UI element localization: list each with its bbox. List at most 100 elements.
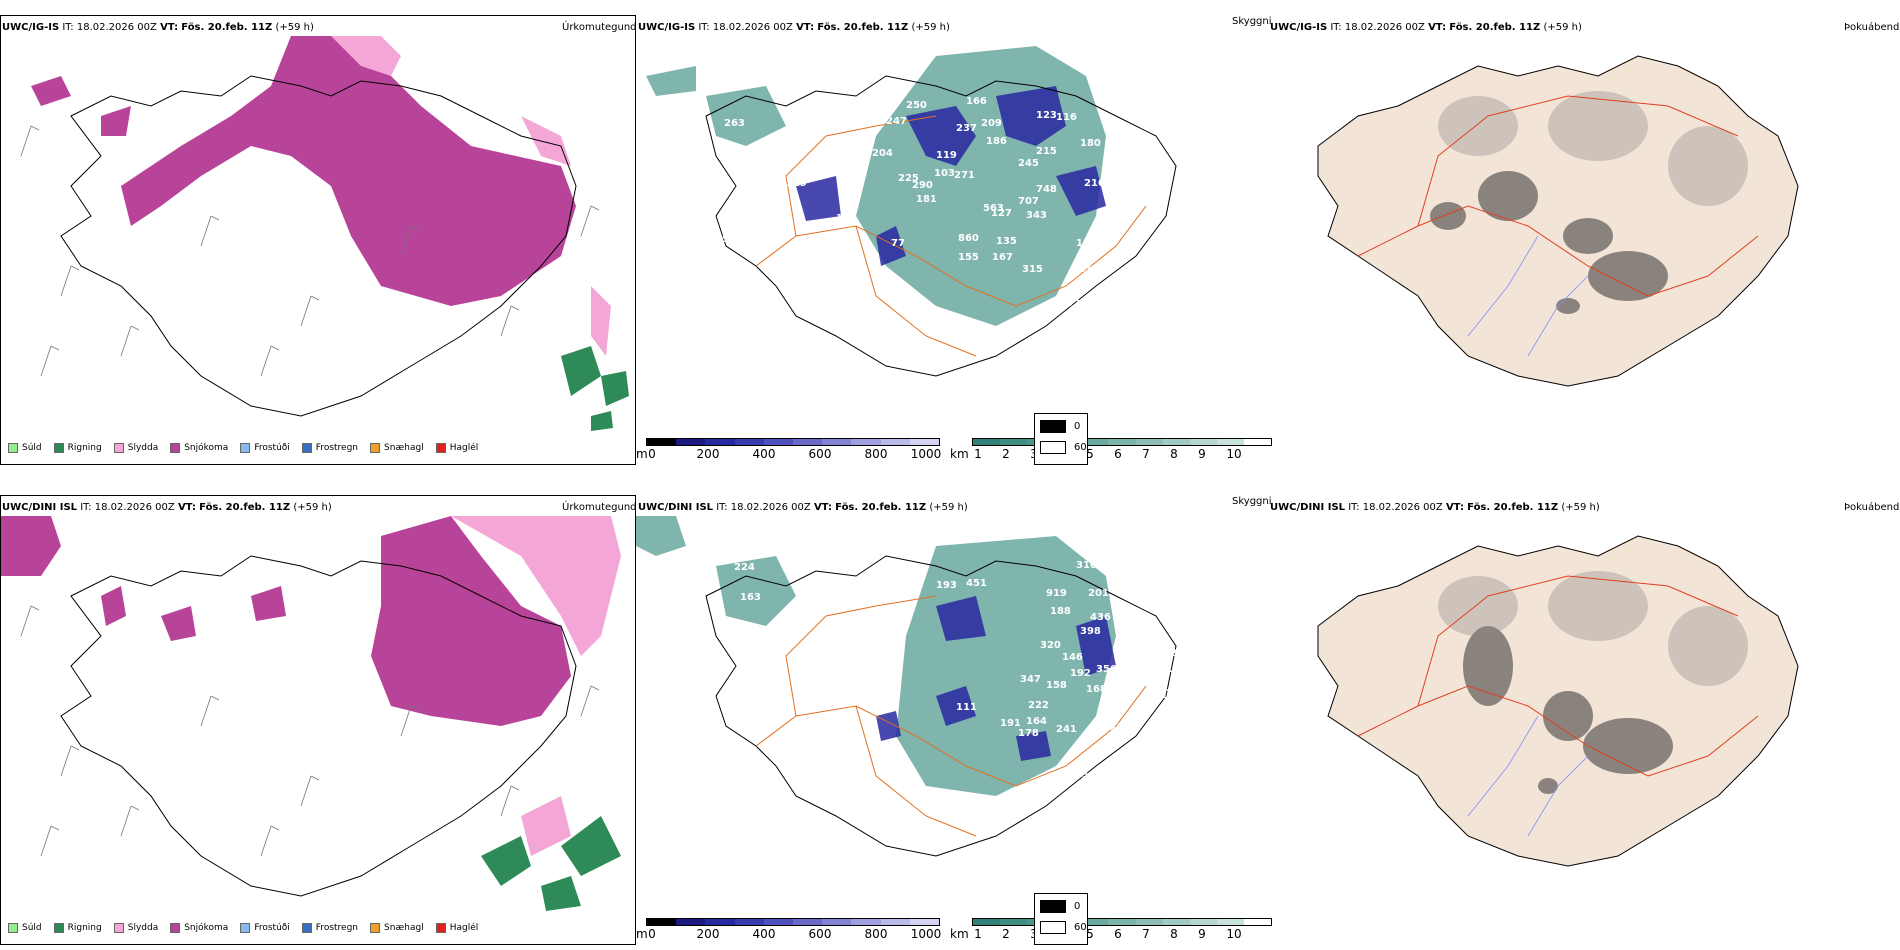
- precip-panel-bottom: UWC/DINI ISL IT: 18.02.2026 00Z VT: Fös.…: [0, 480, 640, 950]
- label-164: 164: [1026, 716, 1047, 727]
- legend-item-snaehagl: Snæhagl: [370, 443, 424, 453]
- panel-title: Þokuábendi: [1844, 502, 1900, 513]
- coastline: [60, 555, 577, 897]
- model-name: UWC/IG-IS: [1270, 22, 1328, 33]
- label-860: 860: [958, 233, 979, 244]
- label-155: 155: [958, 252, 979, 263]
- panel-header: UWC/DINI ISL IT: 18.02.2026 00Z VT: Fös.…: [638, 502, 968, 514]
- cloud-base-tick: 0: [648, 927, 656, 941]
- visibility-cells: [972, 438, 1272, 446]
- label-77: 77: [891, 238, 905, 249]
- legend-swatch: [435, 923, 446, 933]
- visibility-tick: 5: [1086, 927, 1094, 941]
- cloud-base-area: [876, 596, 1116, 761]
- panel-header: UWC/DINI ISL IT: 18.02.2026 00Z VT: Fös.…: [1270, 502, 1600, 514]
- precip-legend: Súld Rigning Slydda Snjókoma Frostúði Fr…: [8, 923, 478, 933]
- label-225: 225: [898, 173, 919, 184]
- panel-title: Skyggni: [1232, 16, 1272, 27]
- label-290: 290: [912, 180, 933, 191]
- road-network: [755, 115, 1147, 357]
- precip-panel-top: UWC/IG-IS IT: 18.02.2026 00Z VT: Fös. 20…: [0, 0, 640, 470]
- label-436: 436: [1090, 612, 1111, 623]
- legend-item-snjokoma: Snjókoma: [170, 923, 228, 933]
- label-186: 186: [986, 136, 1007, 147]
- legend-swatch: [240, 923, 251, 933]
- vt-label: VT:: [160, 22, 179, 33]
- panel-header: UWC/DINI ISL IT: 18.02.2026 00Z VT: Fös.…: [2, 502, 332, 514]
- sleet-area: [451, 516, 621, 856]
- visibility-tick: 9: [1198, 927, 1206, 941]
- cloud-map: 224 163 508 193 451 316 919 201 137 188 …: [636, 516, 1205, 857]
- model-name: UWC/DINI ISL: [1270, 502, 1346, 513]
- label-116: 116: [1056, 112, 1077, 123]
- label-315: 315: [1022, 264, 1043, 275]
- fog-key: 0 60: [1034, 893, 1088, 945]
- label-188: 188: [1050, 606, 1071, 617]
- cloud-base-tick: 1000: [910, 927, 942, 941]
- label-398: 398: [1080, 626, 1101, 637]
- label-347: 347: [1020, 674, 1041, 685]
- label-524: 524: [1066, 298, 1087, 309]
- label-263: 263: [724, 118, 745, 129]
- cloud-base-tick: 800: [864, 447, 888, 461]
- it-value: 18.02.2026 00Z: [94, 502, 175, 513]
- fog-map: [1317, 535, 1799, 867]
- road-network: [1357, 575, 1759, 777]
- label-271: 271: [954, 170, 975, 181]
- label-228: 228: [1170, 648, 1191, 659]
- label-204: 204: [872, 148, 893, 159]
- legend-swatch: [435, 443, 446, 453]
- model-name: UWC/IG-IS: [2, 22, 60, 33]
- label-508: 508: [786, 624, 807, 635]
- panel-title: Skyggni: [1232, 496, 1272, 507]
- label-215: 215: [1036, 146, 1057, 157]
- label-139: 139: [1110, 722, 1131, 733]
- model-name: UWC/IG-IS: [638, 22, 696, 33]
- label-178: 178: [1018, 728, 1039, 739]
- cloud-base-colorbar: m 0 200 400 600 800 1000: [636, 918, 941, 948]
- panel-header: UWC/IG-IS IT: 18.02.2026 00Z VT: Fös. 20…: [1270, 22, 1582, 34]
- label-245: 245: [1018, 158, 1039, 169]
- cloud-base-cells: [646, 438, 940, 446]
- it-label: IT:: [698, 22, 710, 33]
- vt-label: VT:: [1445, 502, 1464, 513]
- snow-area: [31, 36, 576, 306]
- visibility-tick: 5: [1086, 447, 1094, 461]
- label-919: 919: [1046, 588, 1067, 599]
- legend-swatch: [113, 923, 124, 933]
- label-209: 209: [981, 118, 1002, 129]
- cloud-base-unit: m: [636, 927, 648, 941]
- cloud-base-colorbar: m 0 200 400 600 800 1000: [636, 438, 941, 468]
- river-network: [1467, 235, 1589, 357]
- vt-value: Fös. 20.feb. 11Z: [835, 502, 927, 513]
- legend-swatch: [113, 443, 124, 453]
- it-value: 18.02.2026 00Z: [712, 22, 793, 33]
- it-value: 18.02.2026 00Z: [730, 502, 811, 513]
- visibility-unit: km: [950, 447, 969, 461]
- label-146: 146: [1062, 652, 1083, 663]
- fog-key-row: 0: [1040, 900, 1080, 913]
- it-label: IT:: [1330, 22, 1342, 33]
- it-label: IT:: [716, 502, 728, 513]
- vt-value: Fös. 20.feb. 11Z: [817, 22, 909, 33]
- visibility-tick: 2: [1002, 447, 1010, 461]
- label-563: 563: [983, 203, 1004, 214]
- visibility-unit: km: [950, 927, 969, 941]
- precip-map: [1, 516, 621, 911]
- visibility-cells: [972, 918, 1272, 926]
- precip-panel-frame: [0, 495, 636, 945]
- vt-value: Fös. 20.feb. 11Z: [1449, 22, 1541, 33]
- fog-map: [1317, 55, 1799, 387]
- wind-barbs: [20, 125, 600, 377]
- legend-swatch: [53, 923, 64, 933]
- fog-shading: [1430, 171, 1668, 314]
- cloud-base-tick: 400: [752, 447, 776, 461]
- cloud-base-tick: 1000: [910, 447, 942, 461]
- label-343: 343: [1026, 210, 1047, 221]
- land-area: [1317, 55, 1799, 387]
- label-706: 706: [806, 160, 827, 171]
- cloud-base-unit: m: [636, 447, 648, 461]
- visibility-tick: 8: [1170, 927, 1178, 941]
- panel-header: UWC/IG-IS IT: 18.02.2026 00Z VT: Fös. 20…: [2, 22, 314, 34]
- legend-swatch: [170, 923, 181, 933]
